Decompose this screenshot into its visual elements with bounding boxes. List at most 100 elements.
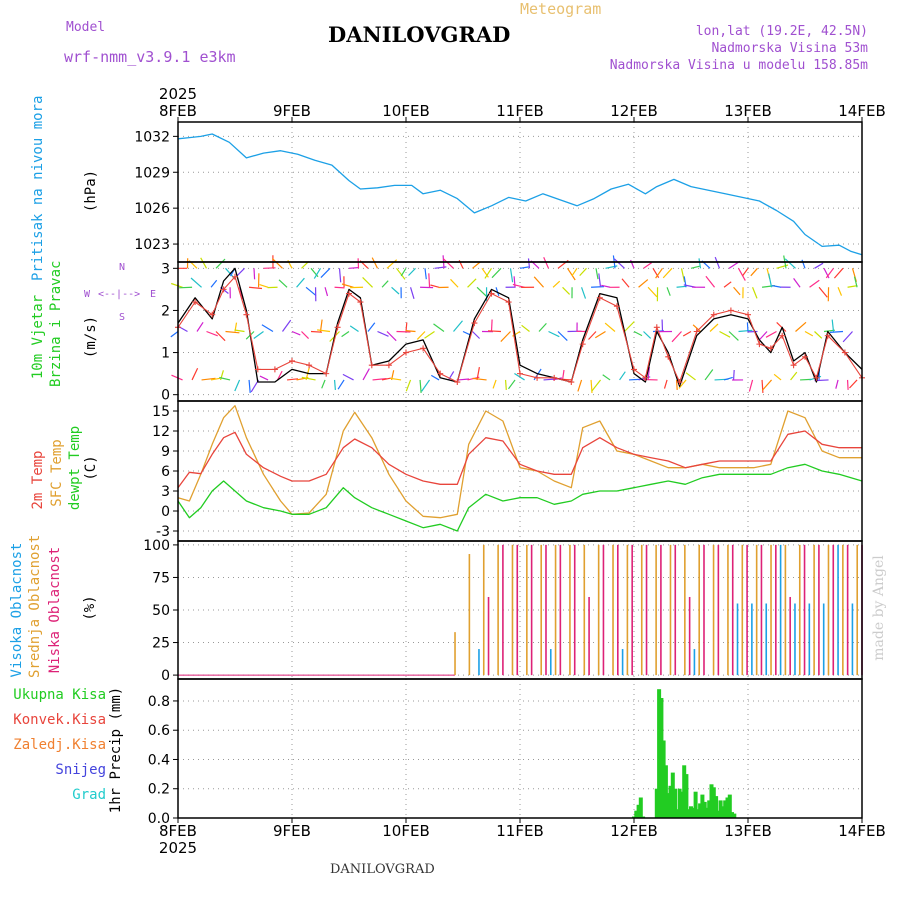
precip-bar [693, 791, 698, 818]
wind-vector [492, 379, 497, 389]
wind-vector [490, 319, 493, 332]
wind-vector [476, 286, 487, 297]
bottom-time-label: 10FEB [382, 822, 429, 840]
precip-bar [698, 803, 703, 818]
wind-gust-marker [790, 362, 797, 369]
wind-vector [795, 321, 807, 332]
wind-gust-marker [232, 273, 238, 280]
precip-bar [675, 809, 680, 818]
wind-vector [514, 372, 525, 381]
cloud-tick-label: 75 [152, 570, 170, 586]
wind-vector [430, 284, 440, 288]
wind-gust-marker [568, 379, 575, 386]
compass-s: S [119, 312, 126, 323]
wind-vector [619, 371, 626, 381]
wind-vector [759, 331, 768, 341]
precip-bar [718, 800, 723, 818]
wind-vector [491, 267, 502, 279]
wind-vector [580, 287, 587, 299]
wind-gust-marker [271, 366, 278, 373]
temp-tick-label: 6 [161, 464, 170, 480]
wind-vector [853, 276, 858, 288]
wind-vector [591, 286, 605, 288]
wind-vector [341, 283, 354, 288]
wind-vector [629, 378, 641, 381]
wind-vector [793, 278, 801, 288]
wind-vector [831, 319, 835, 332]
compass-arrows: <--|--> [98, 289, 141, 300]
wind-vector [171, 374, 183, 381]
wind-vector [196, 321, 204, 332]
wind-vector [698, 258, 702, 269]
wind-gust-marker [517, 370, 523, 377]
wind-vector [571, 267, 578, 277]
wind-gust-marker [323, 370, 330, 377]
wind-vector [319, 319, 323, 332]
wind-vector [613, 258, 625, 269]
wind-gust-marker [346, 290, 352, 297]
wind-vector [248, 379, 251, 393]
wind-vector [170, 331, 179, 338]
wind-vector [588, 331, 597, 340]
wind-vector [271, 258, 283, 269]
wind-vector [386, 259, 398, 269]
wind-gust-marker [534, 374, 541, 381]
wind-gust-marker [505, 299, 512, 306]
wind-vector [602, 374, 611, 381]
wind-gust-marker [243, 311, 250, 318]
wind-speed-line [177, 267, 863, 387]
wind-vector [472, 377, 487, 381]
wind-gust-marker [631, 366, 637, 373]
wind-vector [442, 258, 454, 269]
wind-vector [495, 287, 500, 296]
wind-gust-marker [779, 332, 786, 339]
wind-vector [171, 282, 183, 288]
wind-vector [719, 330, 731, 338]
wind-vector [408, 267, 416, 276]
wind-vector [296, 277, 305, 288]
wind-vector [800, 378, 812, 381]
bottom-time-label: 8FEB [159, 822, 197, 840]
legend-grad: Grad [72, 787, 106, 803]
station-title: DANILOVGRAD [328, 22, 511, 47]
wind-gust-marker [841, 349, 848, 356]
wind-vector [761, 379, 764, 393]
temp-tick-label: -3 [156, 524, 170, 540]
wind-vector [513, 276, 516, 288]
wind-vector [784, 258, 796, 269]
precip-bar [661, 740, 666, 818]
temp-tick-label: 12 [152, 424, 170, 440]
wind-vector [277, 370, 283, 381]
wind-vector [424, 331, 435, 339]
wind-gust-marker [824, 332, 831, 339]
precip-bar [709, 784, 714, 818]
wind-vector [809, 279, 820, 288]
precip-bar [711, 787, 716, 818]
wind-vector [253, 331, 264, 339]
temp-tick-label: 9 [161, 444, 170, 460]
wind-tick-label: 1 [161, 346, 170, 362]
wind-vector [324, 287, 329, 297]
precip-bar [654, 788, 659, 818]
wind-vector [321, 379, 326, 389]
wind-vector [835, 379, 839, 389]
wind-vector [333, 379, 336, 390]
wind-vector [594, 330, 606, 339]
bottom-time-label: 13FEB [724, 822, 771, 840]
wind-vector [481, 267, 489, 278]
wind-gust-marker [471, 320, 478, 327]
wind-vector [190, 277, 202, 288]
wind-vector [253, 268, 256, 280]
elevation-label: Nadmorska Visina 53m [711, 41, 868, 56]
precip-bar [657, 689, 662, 818]
wind-vector [685, 372, 696, 381]
model-label: Model [66, 20, 106, 35]
wind-vector [742, 267, 749, 276]
wind-vector [504, 379, 507, 390]
precip-bar [659, 698, 664, 818]
wind-gust-marker [209, 311, 216, 318]
wind-vector [419, 379, 422, 393]
wind-vector [543, 257, 550, 269]
wind-vector [773, 373, 782, 381]
wind-vector [409, 287, 415, 299]
